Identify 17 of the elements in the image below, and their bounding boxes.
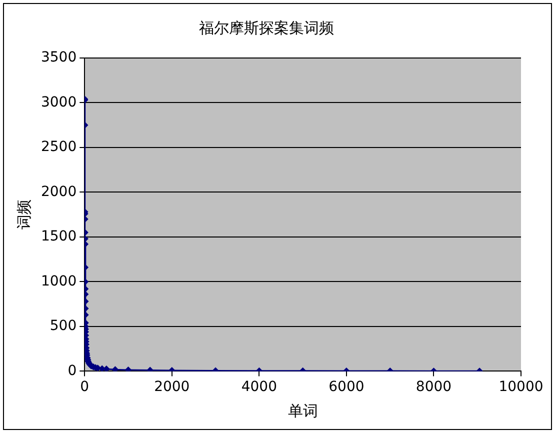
y-tick-label: 1000 (40, 273, 77, 290)
y-tick-label: 3000 (40, 94, 77, 110)
y-tick-label: 2000 (40, 184, 77, 200)
x-tick-label: 6000 (328, 379, 364, 396)
y-tick-label: 3500 (40, 50, 77, 66)
y-tick-label: 0 (68, 362, 77, 379)
chart-title: 福尔摩斯探案集词频 (199, 18, 334, 37)
x-tick-label: 4000 (241, 379, 277, 396)
x-tick-label: 2000 (154, 379, 190, 396)
y-tick-label: 1500 (40, 228, 77, 245)
x-tick-label: 10000 (498, 379, 544, 396)
x-tick-label: 0 (80, 379, 90, 396)
y-tick-label: 2500 (40, 139, 77, 156)
y-tick-label: 500 (50, 318, 77, 334)
y-axis-title: 词频 (14, 200, 33, 230)
x-axis-title: 单词 (288, 402, 318, 420)
x-tick-label: 8000 (416, 379, 452, 396)
